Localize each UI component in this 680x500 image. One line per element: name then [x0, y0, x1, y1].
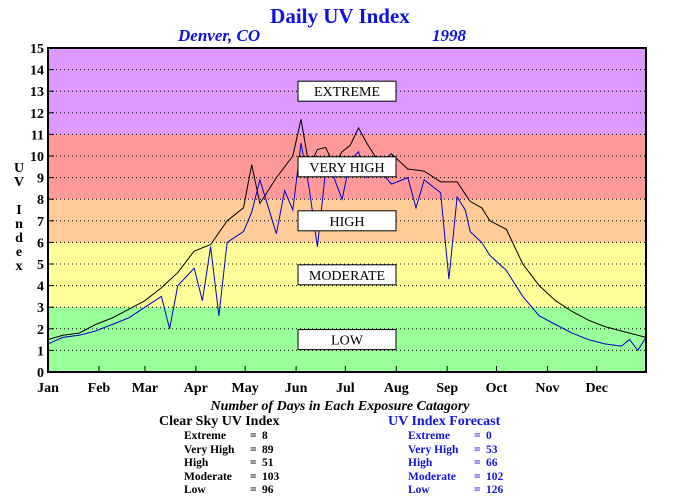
x-tick-label: Apr	[184, 381, 208, 396]
band-label-low: LOW	[331, 334, 364, 349]
band-label-box-moderate	[297, 264, 397, 286]
forecast-row-very-high: Very High = 53	[408, 443, 498, 456]
band-label-very-high: VERY HIGH	[309, 161, 384, 176]
x-tick-label: May	[232, 381, 259, 396]
y-tick-label: 5	[37, 258, 44, 273]
band-label-moderate: MODERATE	[309, 269, 385, 284]
y-tick-label: 13	[30, 85, 44, 100]
clear-sky-row-extreme: Extreme = 8	[184, 430, 268, 442]
clear-sky-table: Extreme = 8 Very High = 89 High = 51 Moderate =…	[184, 430, 292, 498]
x-tick-label: Oct	[486, 381, 508, 396]
x-tick-label: Jul	[336, 381, 355, 396]
x-tick-label: Jan	[37, 381, 59, 396]
y-tick-label: 6	[37, 236, 44, 251]
clear-sky-row-high: High = 51	[184, 457, 274, 469]
plot-frame	[47, 47, 647, 373]
band-label-box-very-high	[297, 156, 397, 178]
chart-title: Daily UV Index	[270, 4, 410, 28]
y-tick-label: 7	[37, 215, 44, 230]
x-tick-label: Sep	[436, 381, 458, 396]
forecast-row-low: Low = 126	[408, 484, 504, 496]
band-label-high: HIGH	[330, 215, 365, 230]
forecast-row-extreme: Extreme = 0	[408, 430, 492, 442]
stats-heading: Number of Days in Each Exposure Catagory	[210, 399, 470, 414]
y-tick-label: 3	[37, 301, 44, 316]
forecast-table-title: UV Index Forecast	[388, 414, 501, 429]
clear-sky-table-title: Clear Sky UV Index	[159, 414, 280, 429]
y-tick-label: 12	[30, 107, 44, 122]
x-tick-label: Aug	[384, 381, 409, 396]
y-tick-label: 10	[30, 150, 44, 165]
y-tick-label: 0	[37, 366, 44, 381]
forecast-table: Extreme = 0 Very High = 53 High = 66 Moderate =…	[408, 430, 516, 498]
y-tick-label: 4	[37, 280, 44, 295]
y-tick-label: 1	[37, 344, 44, 359]
y-tick-label: 2	[37, 323, 44, 338]
y-tick-label: 14	[30, 64, 44, 79]
x-tick-label: Nov	[535, 381, 559, 396]
chart-subtitle-year: 1998	[432, 26, 466, 45]
y-tick-label: 9	[37, 172, 44, 187]
series-line-clear-sky-uv-index	[47, 119, 647, 341]
y-tick-label: 15	[30, 42, 44, 57]
y-tick-label: 8	[37, 193, 44, 208]
forecast-row-moderate: Moderate = 102	[408, 470, 504, 483]
series-line-uv-index-forecast	[47, 142, 647, 352]
y-tick-label: 11	[31, 128, 44, 143]
forecast-row-high: High = 66	[408, 457, 498, 469]
band-label-box-high	[297, 210, 397, 232]
clear-sky-row-low: Low = 96	[184, 484, 274, 496]
x-tick-label: Dec	[585, 381, 608, 396]
chart-subtitle-location: Denver, CO	[178, 26, 261, 45]
x-tick-label: Feb	[88, 381, 111, 396]
x-tick-label: Jun	[285, 381, 308, 396]
clear-sky-row-very-high: Very High = 89	[184, 443, 274, 456]
band-label-extreme: EXTREME	[314, 85, 380, 100]
clear-sky-row-moderate: Moderate = 103	[184, 470, 280, 483]
band-label-box-extreme	[297, 80, 397, 102]
x-tick-label: Mar	[132, 381, 158, 396]
band-label-box-low	[297, 329, 397, 351]
